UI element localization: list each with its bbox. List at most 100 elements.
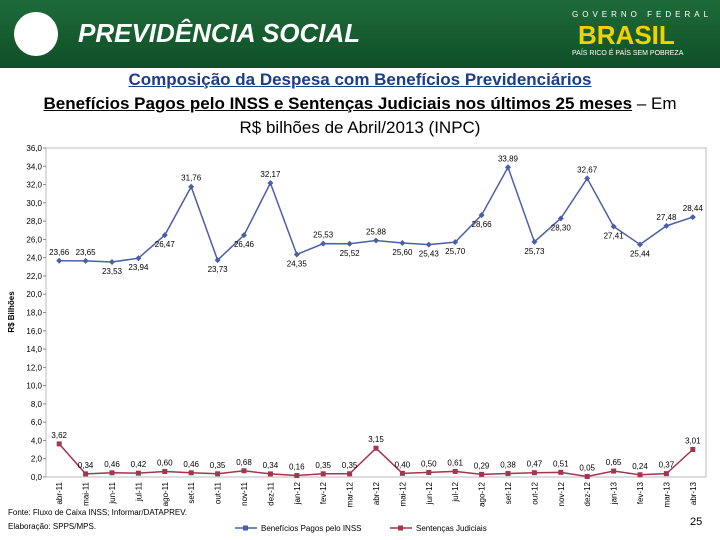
value-label: 25,88	[366, 227, 387, 236]
marker	[531, 238, 538, 245]
marker	[479, 471, 485, 477]
marker	[399, 470, 405, 476]
title: Composição da Despesa com Benefícios Pre…	[128, 70, 592, 89]
marker	[294, 473, 300, 479]
marker	[584, 474, 590, 480]
marker	[399, 240, 406, 247]
marker	[162, 469, 168, 475]
value-label: 0,35	[315, 461, 331, 470]
x-tick-label: mai-11	[82, 481, 91, 505]
marker	[320, 240, 327, 247]
header: PREVIDÊNCIA SOCIAL GOVERNO FEDERAL BRASI…	[0, 0, 720, 68]
motto: PAÍS RICO É PAÍS SEM POBREZA	[572, 50, 684, 57]
y-tick-label: 34,0	[26, 162, 42, 171]
x-tick-label: abr-13	[689, 481, 698, 505]
x-tick-label: set-11	[187, 481, 196, 503]
value-label: 23,94	[128, 263, 149, 272]
marker	[320, 471, 326, 477]
marker	[637, 241, 643, 248]
value-label: 0,35	[210, 461, 226, 470]
value-label: 32,67	[577, 165, 598, 174]
subtitle-wrap: Benefícios Pagos pelo INSS e Sentenças J…	[0, 92, 720, 140]
value-label: 0,42	[131, 460, 147, 469]
value-label: 0,37	[659, 461, 675, 470]
x-tick-label: abr-12	[372, 481, 381, 505]
x-tick-label: nov-12	[557, 481, 566, 506]
value-label: 0,60	[157, 459, 173, 468]
y-tick-label: 22,0	[26, 272, 42, 281]
legend-marker	[398, 525, 403, 531]
titles: Composição da Despesa com Benefícios Pre…	[0, 68, 720, 140]
y-tick-label: 4,0	[31, 436, 43, 445]
value-label: 3,15	[368, 435, 384, 444]
marker	[347, 471, 353, 477]
marker	[557, 215, 564, 222]
marker	[135, 255, 142, 262]
page-number: 25	[690, 516, 703, 528]
y-tick-label: 2,0	[31, 455, 43, 464]
marker	[478, 212, 485, 219]
value-label: 3,62	[51, 431, 67, 440]
y-tick-label: 12,0	[26, 363, 42, 372]
marker	[452, 468, 458, 474]
x-tick-label: fev-12	[319, 481, 328, 504]
x-tick-label: mar-12	[346, 481, 355, 507]
x-tick-label: dez-12	[583, 481, 592, 506]
marker	[558, 469, 564, 475]
marker	[267, 471, 273, 477]
value-label: 0,47	[527, 460, 543, 469]
y-tick-label: 16,0	[26, 327, 42, 336]
marker	[56, 441, 62, 447]
marker	[241, 468, 247, 474]
value-label: 32,17	[260, 170, 281, 179]
value-label: 23,53	[102, 267, 123, 276]
legend-label: Benefícios Pagos pelo INSS	[261, 524, 362, 533]
value-label: 0,16	[289, 463, 305, 472]
y-tick-label: 0,0	[31, 473, 43, 482]
source: Fonte: Fluxo de Caixa INSS; Informar/DAT…	[8, 508, 188, 517]
marker	[267, 180, 274, 187]
y-tick-label: 30,0	[26, 199, 42, 208]
value-label: 25,73	[524, 247, 545, 256]
y-tick-label: 18,0	[26, 309, 42, 318]
plot-frame	[45, 147, 707, 478]
marker	[346, 240, 353, 247]
marker	[82, 257, 89, 264]
value-label: 23,66	[49, 248, 70, 257]
value-label: 0,46	[104, 460, 120, 469]
value-label: 28,66	[472, 220, 493, 229]
value-label: 0,34	[78, 461, 94, 470]
value-label: 31,76	[181, 174, 202, 183]
x-tick-label: out-11	[214, 481, 223, 504]
x-tick-label: mai-12	[398, 481, 407, 506]
value-label: 28,44	[683, 204, 704, 213]
x-tick-label: ago-12	[478, 481, 487, 506]
value-label: 24,35	[287, 259, 308, 268]
marker	[531, 470, 537, 476]
subtitle-note: – Em R$ bilhões de Abril/2013 (INPC)	[239, 94, 677, 137]
marker	[663, 222, 670, 229]
value-label: 0,68	[236, 458, 252, 467]
x-tick-label: nov-11	[240, 481, 249, 505]
marker	[188, 183, 195, 190]
x-tick-label: jun-11	[108, 481, 117, 504]
value-label: 26,46	[234, 240, 255, 249]
y-tick-label: 26,0	[26, 235, 42, 244]
value-label: 23,73	[208, 265, 229, 274]
value-label: 27,48	[656, 213, 677, 222]
marker	[83, 471, 89, 477]
y-tick-label: 20,0	[26, 290, 42, 299]
marker	[188, 470, 194, 476]
y-tick-label: 36,0	[26, 144, 42, 153]
y-tick-label: 28,0	[26, 217, 42, 226]
marker	[215, 471, 221, 477]
y-tick-label: 24,0	[26, 254, 42, 263]
marker	[426, 469, 432, 475]
y-tick-label: 32,0	[26, 181, 42, 190]
y-tick-label: 14,0	[26, 345, 42, 354]
marker	[689, 214, 696, 221]
marker	[425, 241, 432, 248]
x-tick-label: jan-13	[610, 481, 619, 505]
subtitle: Benefícios Pagos pelo INSS e Sentenças J…	[43, 94, 633, 113]
